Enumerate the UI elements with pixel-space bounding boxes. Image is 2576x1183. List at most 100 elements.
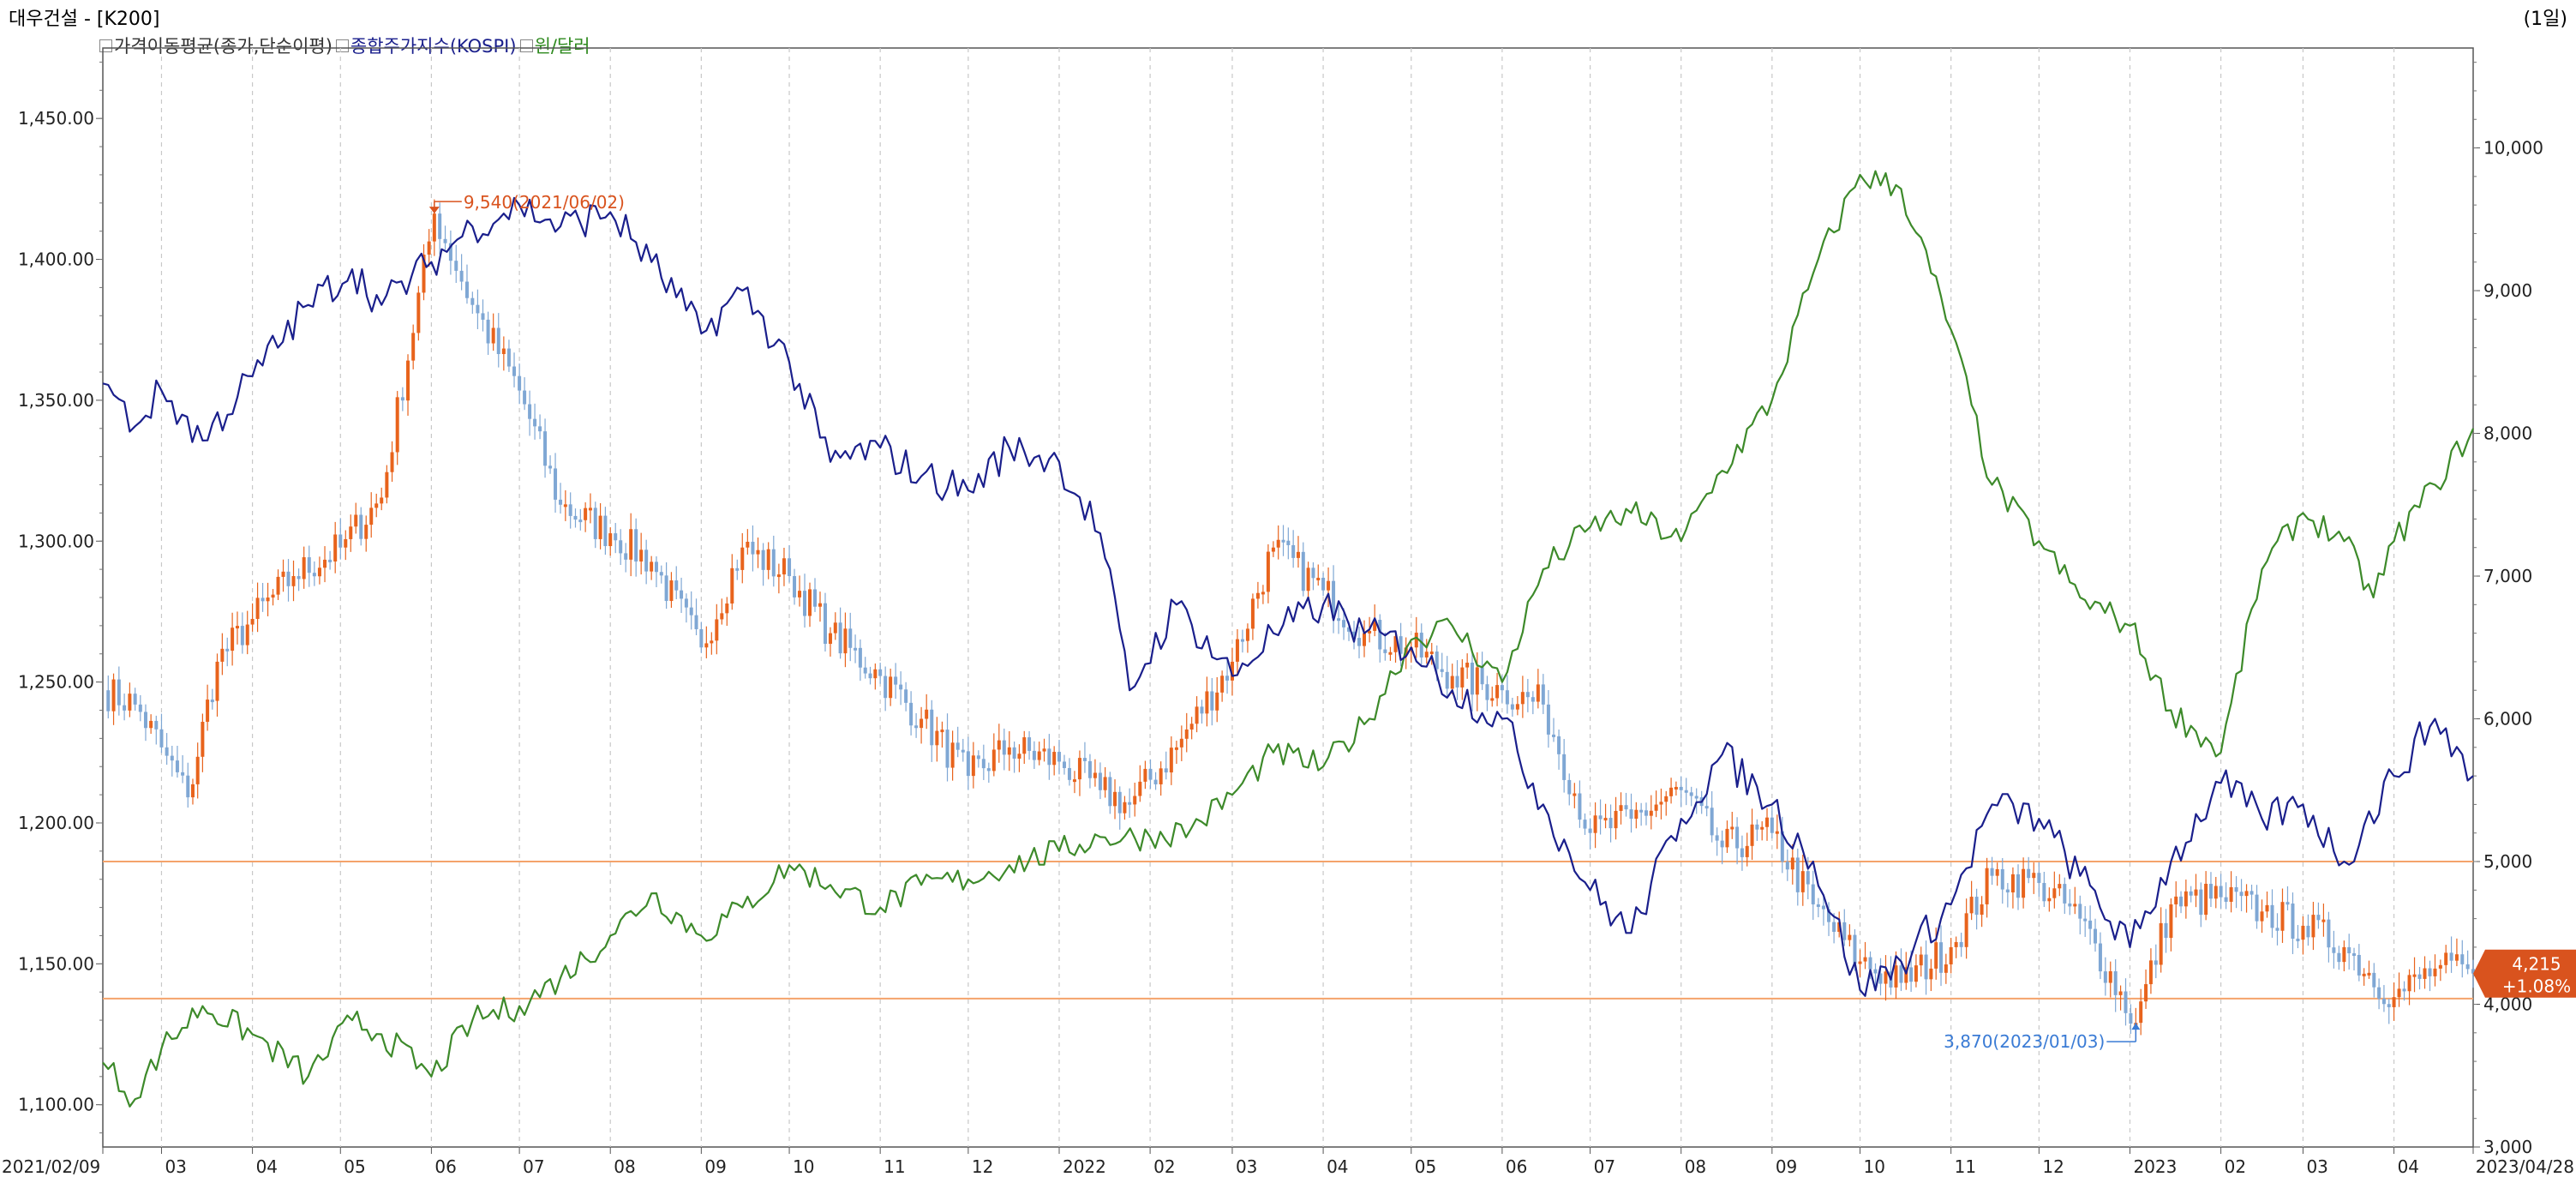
candle-body	[720, 613, 724, 620]
candle-body	[2204, 883, 2208, 916]
candle-body	[154, 720, 159, 730]
legend-item-ma[interactable]: 가격이동평균(종가,단순이평)	[99, 33, 332, 58]
candle-body	[1321, 577, 1326, 591]
candle-body	[1113, 791, 1117, 807]
candle-body	[1133, 796, 1137, 805]
candle-body	[2285, 902, 2290, 905]
candle-body	[1332, 580, 1336, 619]
candle-body	[715, 619, 719, 641]
candle-body	[454, 261, 458, 271]
candle-body	[143, 712, 147, 729]
candle-body	[1148, 768, 1153, 780]
candle-body	[1750, 824, 1754, 846]
x-tick-label: 04	[256, 1156, 278, 1177]
candle-body	[614, 533, 618, 541]
candle-body	[1924, 954, 1928, 980]
candle-body	[1583, 820, 1587, 829]
kospi-series-line	[102, 196, 2474, 997]
candle-body	[2047, 898, 2052, 902]
candle-body	[997, 740, 1001, 750]
candle-body	[2387, 1004, 2391, 1007]
right-tick-label: 10,000	[2483, 138, 2543, 159]
candle-body	[2260, 911, 2264, 922]
period-label[interactable]: (1일)	[2523, 9, 2567, 30]
candle-body	[578, 519, 583, 523]
candle-body	[307, 557, 311, 573]
candle-body	[2224, 897, 2228, 902]
candle-body	[2194, 889, 2198, 896]
candle-body	[588, 507, 592, 511]
candle-body	[798, 591, 802, 598]
candle-body	[2321, 919, 2326, 922]
candle-body	[1765, 817, 1770, 827]
left-tick-label: 1,450.00	[18, 108, 94, 129]
candle-body	[1609, 818, 1613, 829]
candle-body	[1848, 934, 1852, 940]
candle-body	[914, 725, 919, 729]
candle-body	[1352, 631, 1357, 639]
candle-body	[1316, 577, 1321, 580]
right-tick-label: 5,000	[2483, 851, 2532, 872]
candle-body	[1551, 734, 1555, 737]
candle-body	[385, 471, 389, 498]
candle-body	[1629, 809, 1633, 820]
candle-body	[761, 549, 765, 570]
candle-body	[1909, 967, 1914, 982]
candle-body	[976, 755, 980, 760]
candle-body	[1964, 913, 1968, 947]
candle-body	[1995, 868, 1999, 876]
x-tick-label: 07	[1594, 1156, 1615, 1177]
candle-body	[1373, 620, 1377, 631]
x-tick-label: 03	[2306, 1156, 2327, 1177]
candle-body	[808, 589, 812, 616]
candle-body	[548, 465, 553, 469]
right-tick-label: 3,000	[2483, 1137, 2532, 1157]
candle-body	[1944, 964, 1948, 973]
candle-body	[1495, 685, 1500, 699]
candle-body	[986, 768, 991, 772]
candle-body	[2433, 968, 2437, 976]
legend-item-usdkrw[interactable]: 원/달러	[519, 33, 590, 58]
candle-body	[1215, 692, 1219, 711]
candle-body	[1868, 957, 1872, 970]
candle-body	[302, 557, 306, 579]
left-tick-label: 1,200.00	[18, 813, 94, 833]
candle-body	[2377, 987, 2381, 999]
candle-body	[1393, 636, 1398, 652]
candle-body	[1419, 633, 1423, 658]
candle-body	[1047, 748, 1051, 766]
candle-body	[1002, 740, 1006, 755]
candle-body	[2265, 904, 2269, 912]
candle-body	[312, 573, 316, 577]
candle-body	[1087, 760, 1092, 778]
candle-body	[1261, 592, 1265, 595]
candle-body	[2372, 972, 2376, 988]
candle-body	[1562, 754, 1567, 780]
candle-body	[909, 702, 914, 726]
candle-body	[2199, 889, 2203, 916]
candle-body	[1674, 786, 1678, 790]
candle-body	[593, 507, 597, 539]
candle-body	[2423, 968, 2427, 979]
candle-body	[1500, 685, 1504, 691]
candles	[106, 199, 2475, 1041]
candle-body	[2058, 884, 2062, 889]
candle-body	[1357, 638, 1362, 646]
candle-body	[1954, 941, 1958, 947]
candle-body	[1153, 779, 1158, 784]
candle-body	[1873, 969, 1878, 974]
x-tick-label: 2022	[1063, 1156, 1106, 1177]
candle-body	[584, 507, 588, 520]
candle-body	[1103, 777, 1107, 790]
candle-body	[235, 626, 239, 629]
candle-body	[2449, 952, 2453, 961]
candle-body	[175, 760, 179, 772]
candle-body	[1821, 905, 1825, 910]
candle-body	[2367, 972, 2371, 976]
candle-body	[1842, 922, 1847, 940]
candle-body	[1117, 791, 1122, 814]
candle-body	[1735, 826, 1740, 849]
candle-body	[1164, 768, 1168, 773]
